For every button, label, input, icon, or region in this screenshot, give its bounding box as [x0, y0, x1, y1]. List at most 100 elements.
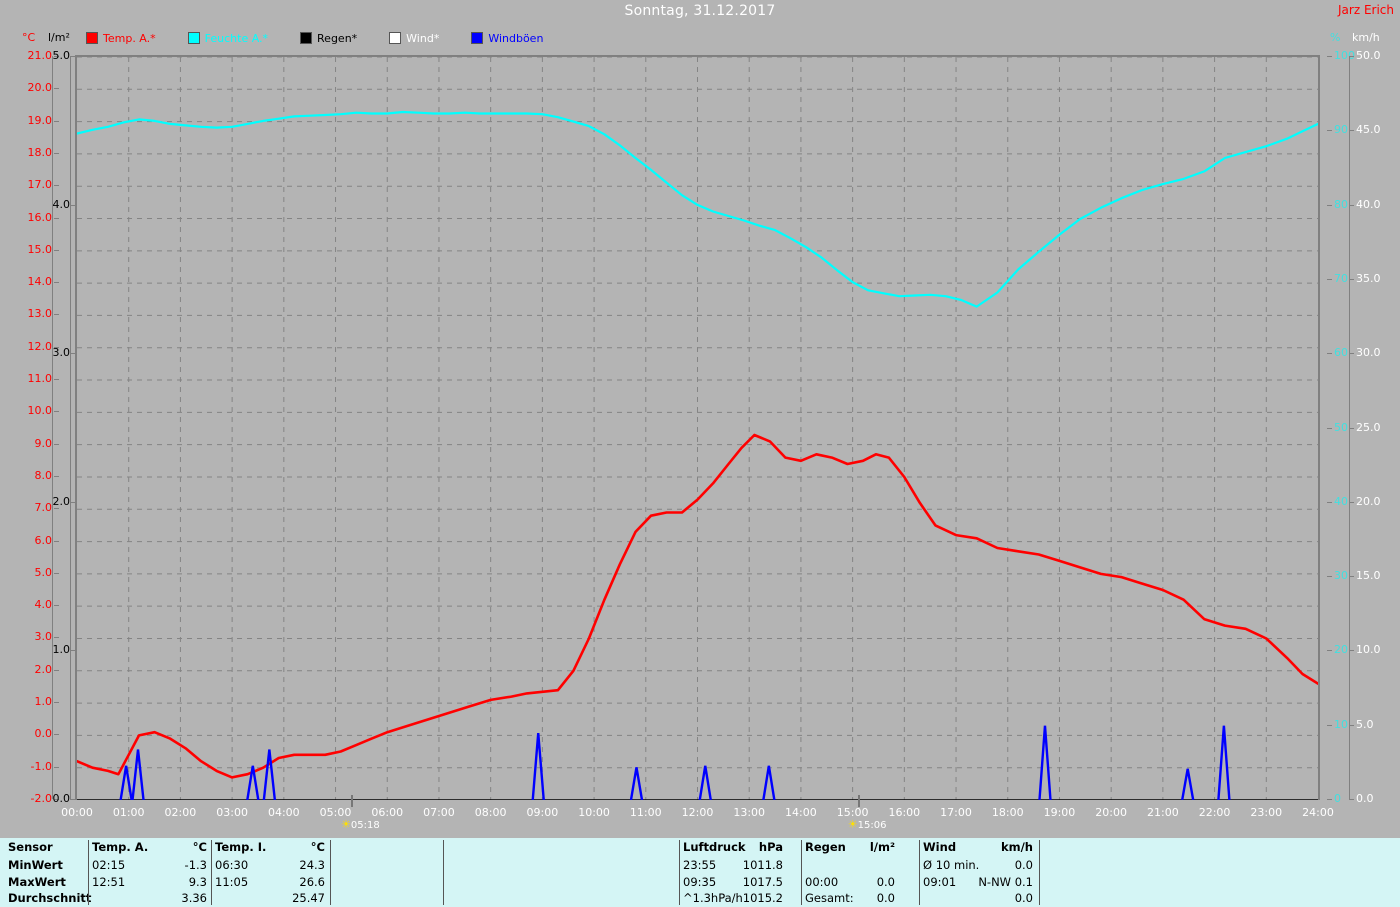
ticks-temp-tick: 7.0 [34, 501, 53, 515]
tick-mark [1349, 724, 1354, 726]
legend-windboeen[interactable]: Windböen [471, 32, 543, 45]
ticks-temp-tick: 13.0 [27, 307, 53, 321]
time-tick-17-00: 17:00 [940, 806, 972, 819]
ticks-temp-tick: 1.0 [34, 695, 53, 709]
table-temp-aussen-min_right: -1.3 [184, 858, 207, 872]
time-tick-12-00: 12:00 [681, 806, 714, 819]
table-wind-min_left: Ø 10 min. [923, 858, 980, 872]
table-regen-max_right: 0.0 [876, 875, 895, 889]
tick-mark [54, 185, 59, 187]
ticks-temp-tick: 21.0 [27, 49, 53, 62]
legend-feuchte-aussen[interactable]: Feuchte A.* [187, 32, 268, 45]
sunrise-time: 05:18 [350, 820, 380, 831]
table-separator [679, 840, 680, 905]
ticks-wind-tick: 20.0 [1356, 494, 1381, 508]
table-row-label-0: Sensor [8, 840, 53, 854]
table-temp-innen-min_left: 06:30 [215, 858, 249, 872]
axis-unit-rain: l/m² [48, 31, 70, 44]
tick-mark [54, 540, 59, 542]
table-luftdruck-min_left: 23:55 [683, 858, 717, 872]
ticks-wind-tick: 30.0 [1356, 346, 1381, 360]
sunset-axis-tick [857, 795, 860, 807]
tick-mark [1349, 650, 1354, 652]
table-wind-max_right: N-NW 0.1 [978, 875, 1033, 889]
ticks-rain-tick: 3.0 [52, 346, 71, 360]
legend-temp-aussen[interactable]: Temp. A.* [86, 32, 156, 45]
ticks-hum-tick: 70 [1334, 271, 1348, 285]
temp-axis-ruler [52, 56, 53, 799]
time-tick-11-00: 11:00 [629, 806, 662, 819]
axis-unit-humidity: % [1330, 31, 1341, 44]
ticks-rain-tick: 5.0 [52, 49, 71, 62]
tick-mark [54, 605, 59, 607]
time-tick-23-00: 23:00 [1250, 806, 1283, 819]
legend-temp-aussen-label: Temp. A.* [103, 31, 156, 45]
time-tick-04-00: 04:00 [267, 806, 300, 819]
weather-chart-plot-area[interactable] [75, 55, 1320, 800]
ticks-temp-tick: 4.0 [34, 598, 53, 612]
tick-mark [54, 669, 59, 671]
tick-mark [54, 411, 59, 413]
rain-axis-ruler [70, 56, 71, 799]
table-temp-innen-min_right: 24.3 [299, 858, 325, 872]
table-temp-aussen-header_left: Temp. A. [92, 840, 149, 854]
sunset-marker: ☀15:06 [848, 818, 887, 831]
time-tick-00-00: 00:00 [61, 806, 93, 819]
ticks-wind-tick: 35.0 [1356, 271, 1381, 285]
table-regen-avg_right: 0.0 [876, 891, 895, 905]
axis-unit-temp: °C [22, 31, 36, 44]
legend-regen-label: Regen* [317, 31, 358, 45]
ticks-temp-tick: 12.0 [27, 339, 53, 353]
table-temp-aussen-max_left: 12:51 [92, 875, 126, 889]
sunrise-icon: ☀ [341, 818, 351, 831]
table-regen-avg_left: Gesamt: [805, 891, 854, 905]
table-temp-aussen-min_left: 02:15 [92, 858, 126, 872]
time-tick-22-00: 22:00 [1198, 806, 1231, 819]
table-temp-innen-header_left: Temp. I. [215, 840, 267, 854]
ticks-rain-tick: 1.0 [52, 643, 71, 657]
table-separator [919, 840, 920, 905]
table-luftdruck-min_right: 1011.8 [742, 858, 783, 872]
time-tick-18-00: 18:00 [991, 806, 1024, 819]
ticks-hum-tick: 80 [1334, 197, 1348, 211]
tick-mark [1327, 204, 1332, 206]
tick-mark [54, 734, 59, 736]
table-separator [801, 840, 802, 905]
table-temp-aussen-header_right: °C [192, 840, 207, 854]
time-tick-24-00: 24:00 [1302, 806, 1334, 819]
legend-regen-swatch-icon [300, 32, 313, 44]
time-tick-01-00: 01:00 [112, 806, 145, 819]
ticks-hum-tick: 20 [1334, 643, 1348, 657]
time-tick-21-00: 21:00 [1147, 806, 1179, 819]
table-temp-aussen-max_right: 9.3 [188, 875, 207, 889]
ticks-rain-tick: 0.0 [52, 792, 71, 805]
tick-mark [54, 637, 59, 639]
table-row-label-3: Durchschnitt [8, 891, 92, 905]
tick-mark [1327, 501, 1332, 503]
ticks-temp-tick: 11.0 [27, 372, 53, 386]
table-separator [211, 840, 212, 905]
table-wind-max_left: 09:01 [923, 875, 957, 889]
table-temp-innen-max_left: 11:05 [215, 875, 249, 889]
legend-wind[interactable]: Wind* [389, 32, 439, 45]
ticks-hum-tick: 0 [1334, 792, 1341, 805]
tick-mark [1349, 799, 1354, 800]
tick-mark [1349, 501, 1354, 503]
page-title: Sonntag, 31.12.2017 [624, 3, 776, 19]
ticks-temp-tick: 15.0 [27, 242, 53, 256]
legend-wind-swatch-icon [389, 32, 402, 44]
tick-mark [70, 56, 75, 57]
ticks-temp-tick: 0.0 [34, 727, 53, 741]
time-tick-10-00: 10:00 [578, 806, 610, 819]
axis-unit-wind: km/h [1352, 31, 1380, 44]
tick-mark [1327, 650, 1332, 652]
station-name-label: Jarz Erich [1338, 3, 1394, 17]
tick-mark [54, 152, 59, 154]
summary-table: Sensor MinWert MaxWert Durchschnitt Temp. A.… [0, 838, 1400, 907]
time-tick-02-00: 02:00 [164, 806, 197, 819]
table-wind-header_left: Wind [923, 840, 957, 854]
tick-mark [54, 346, 59, 348]
table-separator [443, 840, 444, 905]
legend-regen[interactable]: Regen* [300, 32, 357, 45]
tick-mark [1327, 799, 1332, 800]
